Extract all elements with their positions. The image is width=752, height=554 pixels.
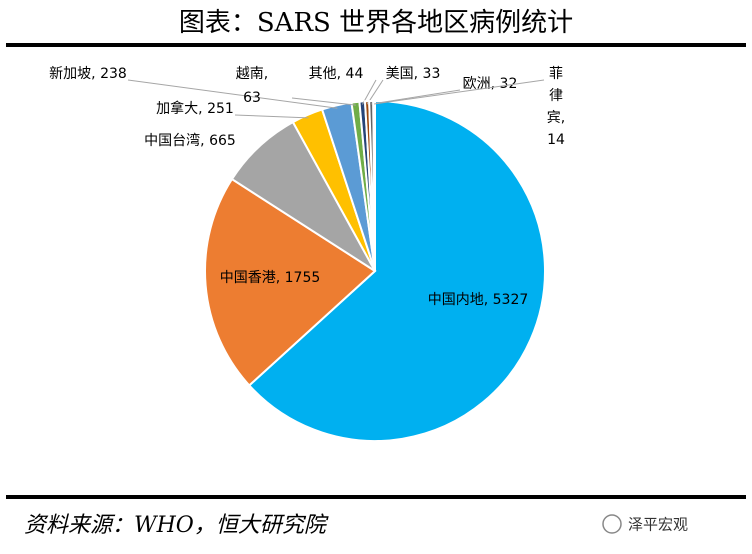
value: 63	[243, 90, 261, 106]
data-label: 中国香港, 1755	[220, 270, 321, 286]
separator: ,	[337, 66, 346, 82]
separator: ,	[561, 110, 565, 126]
leader-line	[127, 79, 338, 109]
leader-line	[371, 89, 461, 105]
pie-slice	[247, 99, 546, 442]
category-name: 菲律宾,	[547, 66, 565, 126]
separator: ,	[484, 292, 493, 308]
value: 32	[500, 76, 518, 92]
category-name: 新加坡	[49, 66, 91, 82]
value: 251	[207, 101, 234, 117]
value: 238	[100, 66, 127, 82]
data-label: 新加坡, 238	[49, 66, 127, 82]
separator: ,	[91, 66, 100, 82]
category-name: 欧洲	[463, 76, 491, 92]
value: 44	[346, 66, 364, 82]
separator: ,	[491, 76, 500, 92]
data-label: 中国台湾, 665	[144, 132, 236, 149]
leader-line	[374, 79, 545, 105]
chart-title: 图表：SARS 世界各地区病例统计	[179, 8, 573, 38]
pie-slice	[204, 177, 377, 387]
watermark-icon	[602, 514, 622, 534]
leader-line	[234, 114, 309, 119]
category-char: 菲	[549, 66, 563, 82]
category-name: 其他	[309, 66, 337, 82]
leader-line	[291, 97, 356, 106]
category-char: 律	[549, 88, 563, 104]
value: 14	[547, 132, 565, 148]
category-name: 越南	[236, 66, 264, 82]
separator: ,	[276, 270, 285, 286]
title-rule	[6, 43, 746, 47]
category-name: 加拿大	[156, 100, 198, 117]
value: 5327	[493, 292, 529, 308]
separator: ,	[414, 66, 423, 82]
value: 665	[209, 133, 236, 149]
data-label: 菲律宾, 14	[547, 66, 565, 148]
watermark: 泽平宏观	[628, 516, 688, 534]
category-name: 中国台湾	[144, 132, 200, 149]
value: 33	[423, 66, 441, 82]
data-label: 欧洲, 32	[463, 76, 518, 92]
separator: ,	[264, 66, 268, 82]
category-char: 宾	[547, 110, 561, 126]
data-label: 其他, 44	[309, 66, 364, 82]
footer-rule	[6, 495, 746, 499]
category-name: 美国	[386, 66, 414, 82]
pie-slice	[372, 99, 376, 272]
data-label: 美国, 33	[386, 66, 441, 82]
category-name: 中国香港	[220, 270, 276, 286]
category-name: 中国内地	[428, 292, 484, 308]
separator: ,	[198, 101, 207, 117]
data-label: 越南, 63	[236, 66, 268, 106]
data-label: 中国内地, 5327	[428, 292, 529, 308]
source: 资料来源：WHO，恒大研究院	[24, 513, 329, 538]
separator: ,	[200, 133, 209, 149]
data-label: 加拿大, 251	[156, 100, 234, 117]
value: 1755	[285, 270, 321, 286]
